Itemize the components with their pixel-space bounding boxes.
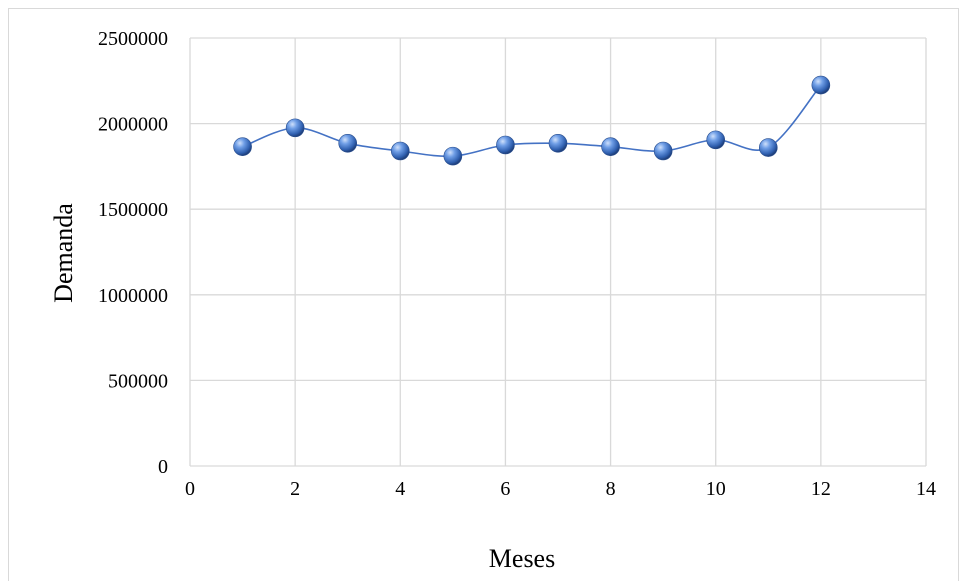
data-point [653,141,673,161]
data-point [233,137,252,157]
data-point [285,118,305,138]
data-point [443,146,463,166]
x-tick-label: 10 [706,478,726,500]
data-point [548,133,568,153]
series-layer [233,75,831,166]
y-tick-label: 500000 [108,370,168,392]
data-point [601,137,620,157]
y-tick-label: 1500000 [98,199,168,221]
y-tick-label: 2500000 [98,28,168,50]
data-point [338,133,358,153]
x-tick-label: 2 [290,478,300,500]
data-point [811,75,831,95]
y-axis-title: Demanda [49,203,78,303]
y-tick-label: 0 [158,456,168,478]
x-tick-label: 12 [811,478,831,500]
data-point [496,135,515,155]
data-point [758,138,778,157]
gridlines [189,37,927,467]
y-tick-label: 2000000 [98,114,168,136]
x-tick-label: 14 [916,478,936,500]
y-tick-label: 1000000 [98,285,168,307]
x-axis-title: Meses [489,544,555,573]
x-tick-label: 6 [500,478,510,500]
x-tick-label: 4 [395,478,405,500]
x-tick-label: 8 [606,478,616,500]
x-tick-label: 0 [185,478,195,500]
data-point [706,130,726,150]
tick-labels: 0 2 4 6 8 10 12 14 0 500000 1000000 1500000 2000000 2… [98,28,936,500]
data-point [390,141,410,161]
